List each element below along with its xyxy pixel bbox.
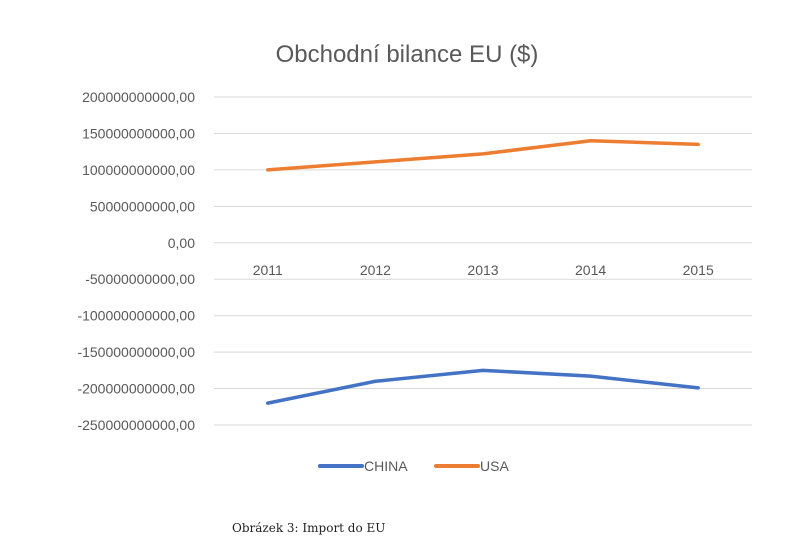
figure-caption: Obrázek 3: Import do EU (232, 521, 386, 535)
x-tick-label: 2015 (683, 262, 714, 278)
legend-label-usa: USA (480, 458, 509, 474)
x-tick-label: 2012 (360, 262, 391, 278)
series-line-china (266, 368, 700, 405)
x-tick-label: 2011 (253, 262, 283, 278)
x-tick-label: 2013 (467, 262, 498, 278)
legend-label-china: CHINA (364, 458, 408, 474)
y-tick-label: 150000000000,00 (82, 125, 195, 141)
y-tick-label: 50000000000,00 (90, 198, 195, 214)
series-line-usa (266, 138, 700, 172)
y-tick-label: -50000000000,00 (85, 271, 195, 287)
y-tick-label: 100000000000,00 (82, 162, 195, 178)
y-tick-label: -250000000000,00 (77, 417, 195, 433)
y-tick-label: -100000000000,00 (77, 308, 195, 324)
y-tick-label: 200000000000,00 (82, 89, 195, 105)
y-tick-label: 0,00 (168, 235, 195, 251)
x-axis-tick-labels: 2011 2012 2013 2014 2015 (253, 262, 714, 278)
y-tick-label: -200000000000,00 (77, 381, 195, 397)
chart-title: Obchodní bilance EU ($) (276, 41, 539, 68)
legend: CHINA USA (318, 458, 509, 474)
y-tick-label: -150000000000,00 (77, 344, 195, 360)
x-tick-label: 2014 (575, 262, 606, 278)
line-chart: Obchodní bilance EU ($) 200000000000,00 1… (77, 41, 752, 474)
y-axis-tick-labels: 200000000000,00 150000000000,00 1000000000… (77, 89, 195, 433)
gridlines (214, 96, 752, 426)
series-lines (266, 138, 700, 405)
